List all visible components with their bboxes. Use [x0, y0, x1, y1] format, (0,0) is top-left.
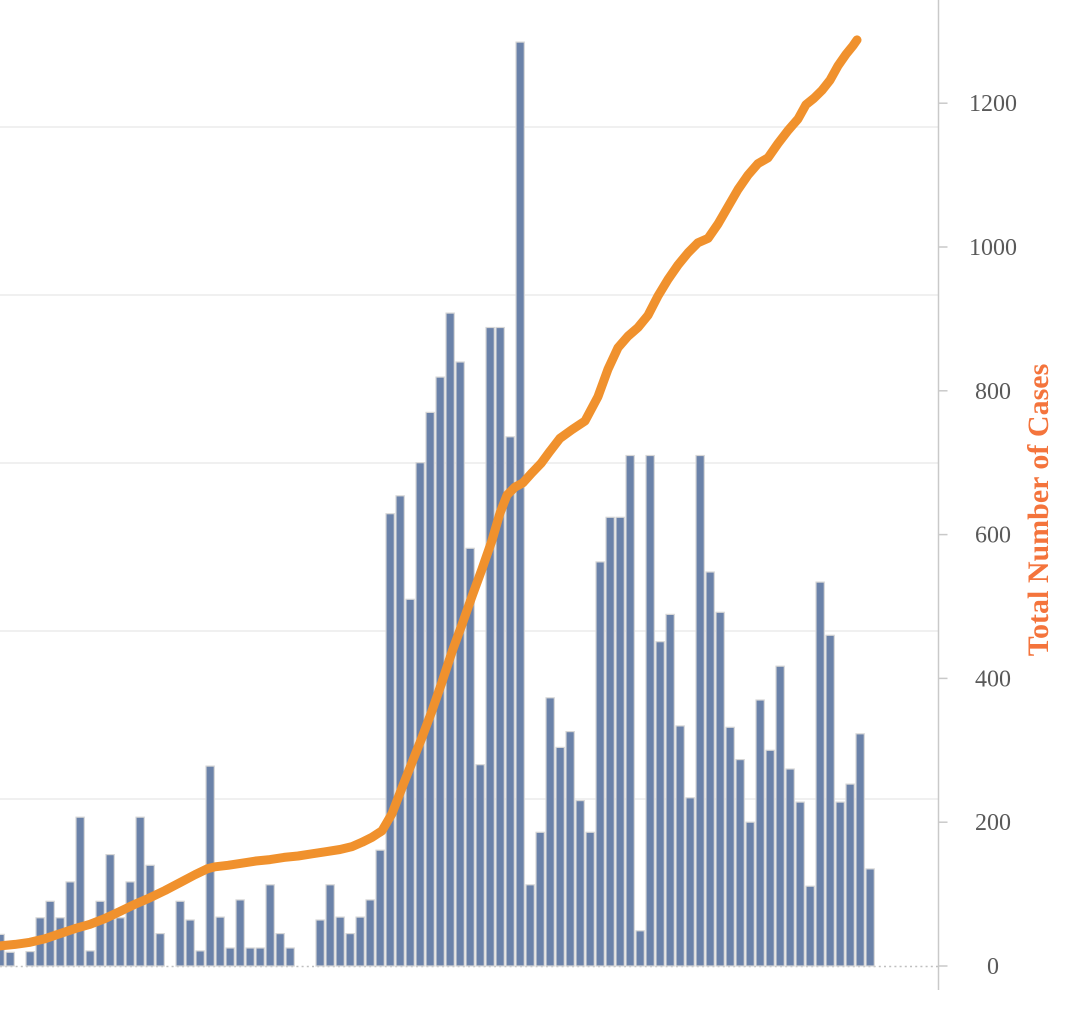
axis-tick-label: 800	[975, 379, 1011, 405]
bar[interactable]	[95, 900, 105, 967]
bar[interactable]	[815, 581, 825, 967]
bar[interactable]	[135, 816, 145, 967]
bar[interactable]	[595, 561, 605, 967]
bar[interactable]	[245, 947, 255, 967]
bar[interactable]	[665, 613, 675, 967]
bar[interactable]	[805, 885, 815, 967]
bar[interactable]	[695, 454, 705, 967]
bar[interactable]	[415, 462, 425, 967]
bar[interactable]	[825, 634, 835, 967]
bar[interactable]	[645, 454, 655, 967]
bar[interactable]	[355, 916, 365, 967]
bar[interactable]	[425, 411, 435, 967]
bar[interactable]	[365, 899, 375, 967]
bar[interactable]	[585, 831, 595, 967]
bar[interactable]	[375, 849, 385, 967]
bar[interactable]	[475, 764, 485, 967]
bar[interactable]	[565, 730, 575, 967]
cumulative-total-line[interactable]	[0, 35, 862, 951]
bar[interactable]	[25, 950, 35, 967]
bar[interactable]	[535, 831, 545, 967]
bar[interactable]	[465, 547, 475, 967]
bar[interactable]	[625, 454, 635, 967]
bar[interactable]	[685, 797, 695, 967]
bar[interactable]	[635, 930, 645, 967]
axis-tick-label: 400	[975, 666, 1011, 692]
bar[interactable]	[745, 821, 755, 967]
bar[interactable]	[5, 951, 15, 967]
bar[interactable]	[855, 733, 865, 967]
bar[interactable]	[495, 326, 505, 967]
bar[interactable]	[275, 932, 285, 967]
bar[interactable]	[515, 41, 525, 967]
bar[interactable]	[225, 947, 235, 967]
bar[interactable]	[785, 768, 795, 967]
bar[interactable]	[865, 868, 875, 967]
bar[interactable]	[65, 881, 75, 967]
bar[interactable]	[575, 799, 585, 967]
bar[interactable]	[325, 884, 335, 967]
bar[interactable]	[725, 726, 735, 967]
axis-tick-label: 200	[975, 810, 1011, 836]
bar[interactable]	[655, 641, 665, 967]
bar[interactable]	[75, 816, 85, 967]
bar[interactable]	[395, 495, 405, 967]
bar[interactable]	[705, 571, 715, 967]
axis-tick-label: 600	[975, 523, 1011, 549]
bar[interactable]	[255, 947, 265, 967]
bar[interactable]	[175, 900, 185, 967]
bar[interactable]	[85, 950, 95, 967]
bar[interactable]	[615, 516, 625, 967]
bar[interactable]	[555, 746, 565, 967]
bar[interactable]	[145, 864, 155, 967]
bar[interactable]	[265, 884, 275, 967]
bar[interactable]	[195, 950, 205, 967]
bar[interactable]	[345, 932, 355, 967]
bar[interactable]	[845, 783, 855, 967]
bar[interactable]	[285, 947, 295, 967]
bar[interactable]	[715, 611, 725, 967]
right-axis-title[interactable]: Total Number of Cases	[1022, 364, 1055, 657]
bar[interactable]	[545, 697, 555, 967]
bar[interactable]	[735, 758, 745, 967]
bar[interactable]	[775, 665, 785, 967]
axis-tick-label: 1200	[969, 91, 1017, 117]
bar[interactable]	[455, 361, 465, 967]
bar[interactable]	[835, 801, 845, 967]
bar[interactable]	[335, 916, 345, 967]
bar[interactable]	[795, 801, 805, 967]
bar[interactable]	[765, 749, 775, 967]
bar[interactable]	[605, 516, 615, 967]
bar[interactable]	[505, 436, 515, 967]
bar[interactable]	[385, 513, 395, 967]
bar[interactable]	[125, 881, 135, 967]
bar[interactable]	[235, 899, 245, 967]
bar[interactable]	[675, 725, 685, 967]
bar[interactable]	[215, 916, 225, 967]
bar[interactable]	[315, 919, 325, 967]
bar[interactable]	[55, 917, 65, 967]
bar[interactable]	[755, 699, 765, 967]
axis-tick-label: 0	[987, 954, 999, 980]
axis-tick-label: 1000	[969, 235, 1017, 261]
bar[interactable]	[155, 932, 165, 967]
bar[interactable]	[485, 326, 495, 967]
bar[interactable]	[185, 919, 195, 967]
right-axis-tick-labels: 0 200 400 600 800 1000 1200	[969, 91, 1017, 980]
bar[interactable]	[525, 884, 535, 967]
right-axis-ticks	[938, 102, 948, 967]
bar[interactable]	[115, 917, 125, 967]
